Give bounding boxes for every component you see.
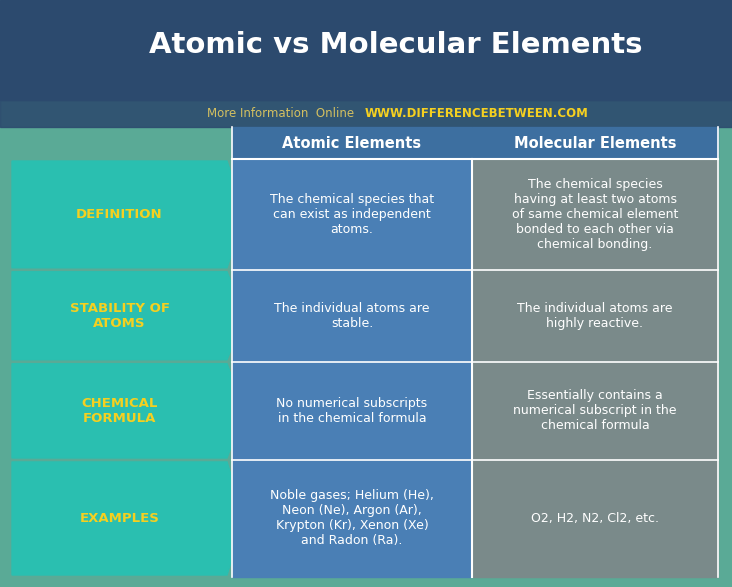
Text: STABILITY OF
ATOMS: STABILITY OF ATOMS: [70, 302, 170, 330]
Text: Noble gases; Helium (He),
Neon (Ne), Argon (Ar),
Krypton (Kr), Xenon (Xe)
and Ra: Noble gases; Helium (He), Neon (Ne), Arg…: [270, 490, 434, 548]
Bar: [472, 270, 718, 362]
Bar: [232, 270, 472, 362]
Bar: [232, 460, 472, 577]
Text: Molecular Elements: Molecular Elements: [514, 136, 676, 150]
Text: CHEMICAL
FORMULA: CHEMICAL FORMULA: [81, 397, 157, 425]
Polygon shape: [12, 161, 245, 268]
Text: EXAMPLES: EXAMPLES: [80, 512, 160, 525]
Polygon shape: [12, 364, 245, 458]
Bar: [472, 127, 718, 159]
Text: The individual atoms are
stable.: The individual atoms are stable.: [274, 302, 430, 330]
Text: O2, H2, N2, Cl2, etc.: O2, H2, N2, Cl2, etc.: [531, 512, 659, 525]
Text: Atomic Elements: Atomic Elements: [283, 136, 422, 150]
Text: WWW.DIFFERENCEBETWEEN.COM: WWW.DIFFERENCEBETWEEN.COM: [365, 107, 589, 120]
Bar: [472, 362, 718, 460]
Bar: [0, 100, 732, 127]
Text: Essentially contains a
numerical subscript in the
chemical formula: Essentially contains a numerical subscri…: [513, 389, 677, 433]
Text: The individual atoms are
highly reactive.: The individual atoms are highly reactive…: [518, 302, 673, 330]
Bar: [472, 159, 718, 270]
Bar: [472, 460, 718, 577]
Text: DEFINITION: DEFINITION: [76, 208, 163, 221]
Text: No numerical subscripts
in the chemical formula: No numerical subscripts in the chemical …: [277, 397, 427, 425]
Text: More Information  Online: More Information Online: [207, 107, 362, 120]
Bar: [232, 127, 472, 159]
Polygon shape: [12, 462, 245, 575]
Text: The chemical species
having at least two atoms
of same chemical element
bonded t: The chemical species having at least two…: [512, 178, 678, 251]
Text: The chemical species that
can exist as independent
atoms.: The chemical species that can exist as i…: [270, 193, 434, 236]
Bar: [232, 362, 472, 460]
Text: Atomic vs Molecular Elements: Atomic vs Molecular Elements: [149, 31, 643, 59]
Bar: [0, 0, 732, 100]
Bar: [232, 159, 472, 270]
Polygon shape: [12, 272, 245, 360]
